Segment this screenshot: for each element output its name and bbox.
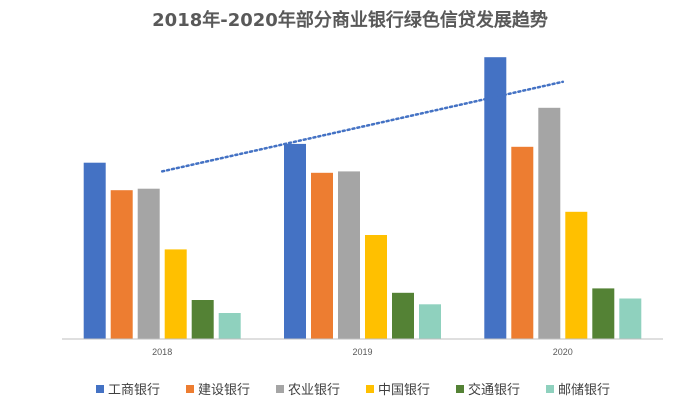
legend-label: 交通银行 <box>468 382 520 398</box>
x-tick-labels: 2018 2019 2020 <box>152 347 573 357</box>
legend-item: 工商银行 <box>96 383 160 398</box>
x-tick-label: 2018 <box>152 347 172 357</box>
bar-2020-中国银行 <box>565 211 588 339</box>
bar-2018-工商银行 <box>83 162 106 339</box>
legend-item: 建设银行 <box>186 383 250 398</box>
x-tick-label: 2019 <box>352 347 372 357</box>
legend-label: 农业银行 <box>288 383 340 398</box>
legend-swatch <box>96 385 104 393</box>
bar-2018-中国银行 <box>164 249 187 339</box>
bar-2019-中国银行 <box>365 235 387 339</box>
bar-2019-交通银行 <box>392 292 414 339</box>
legend-item: 交通银行 <box>456 382 520 398</box>
legend-swatch <box>546 385 554 393</box>
bar-2019-建设银行 <box>311 172 333 339</box>
bars-layer <box>83 57 642 339</box>
bar-2019-工商银行 <box>284 143 306 339</box>
bar-2018-交通银行 <box>191 300 214 339</box>
chart-title: 2018年-2020年部分商业银行绿色信贷发展趋势 <box>152 9 548 31</box>
legend-item: 农业银行 <box>276 383 340 398</box>
legend-label: 中国银行 <box>378 383 430 398</box>
bar-2018-农业银行 <box>137 188 160 339</box>
legend-label: 工商银行 <box>108 383 160 398</box>
trend-line <box>160 80 565 173</box>
bar-2018-邮储银行 <box>218 313 241 339</box>
legend-label: 邮储银行 <box>558 383 610 398</box>
bar-2020-交通银行 <box>592 288 615 339</box>
legend-item: 中国银行 <box>366 383 430 398</box>
legend: 工商银行 建设银行 农业银行 中国银行 交通银行 邮储银行 <box>96 382 610 398</box>
legend-label: 建设银行 <box>198 383 250 398</box>
legend-swatch <box>366 385 374 393</box>
legend-swatch <box>456 385 464 393</box>
bar-2019-农业银行 <box>338 171 360 339</box>
bar-2020-工商银行 <box>484 57 507 339</box>
legend-swatch <box>276 385 284 393</box>
x-tick-label: 2020 <box>553 347 573 357</box>
legend-item: 邮储银行 <box>546 383 610 398</box>
bar-2020-建设银行 <box>511 146 534 339</box>
bar-2020-邮储银行 <box>619 298 642 339</box>
bar-2020-农业银行 <box>538 107 561 339</box>
bar-2018-建设银行 <box>110 190 133 339</box>
legend-swatch <box>186 385 194 393</box>
bar-2019-邮储银行 <box>419 304 441 339</box>
